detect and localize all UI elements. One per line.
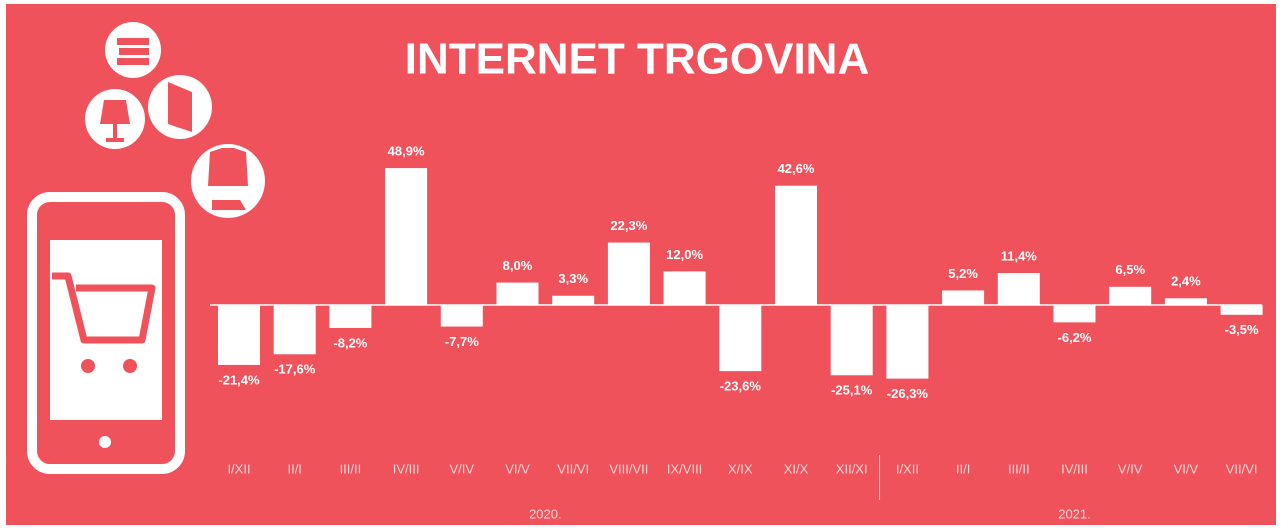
x-tick-label: XII/XI [836, 461, 868, 476]
value-label: 42,6% [778, 161, 815, 176]
value-label: -25,1% [831, 383, 873, 398]
chart: INTERNET TRGOVINA -21,4% I/XII -17,6% II/I -… [0, 0, 1281, 529]
bar [664, 271, 706, 305]
x-tick-label: VII/VI [557, 461, 589, 476]
x-tick-label: III/II [1008, 461, 1030, 476]
value-label: -6,2% [1058, 330, 1092, 345]
value-label: -3,5% [1225, 322, 1259, 337]
bar [1165, 298, 1207, 305]
x-tick-label: III/II [340, 461, 362, 476]
bar [497, 283, 539, 305]
bar [274, 305, 316, 354]
x-tick-label: II/I [956, 461, 970, 476]
bar [552, 296, 594, 305]
x-tick-label: I/XII [227, 461, 250, 476]
bar [775, 186, 817, 305]
x-tick-label: VI/V [1174, 461, 1199, 476]
bar [608, 243, 650, 305]
value-label: -17,6% [274, 362, 316, 377]
x-tick-label: IV/III [1061, 461, 1088, 476]
value-label: -7,7% [445, 334, 479, 349]
bar [385, 168, 427, 305]
value-label: 8,0% [503, 258, 533, 273]
chart-title: INTERNET TRGOVINA [405, 35, 869, 84]
bar [719, 305, 761, 371]
value-label: 22,3% [610, 218, 647, 233]
bar [329, 305, 371, 328]
group-label: 2021. [1058, 506, 1091, 521]
x-tick-label: XI/X [784, 461, 809, 476]
value-label: -23,6% [720, 379, 762, 394]
bar [942, 290, 984, 305]
value-label: -26,3% [887, 386, 929, 401]
bar [1054, 305, 1096, 322]
x-tick-label: II/I [287, 461, 301, 476]
bar [1109, 287, 1151, 305]
bar [886, 305, 928, 379]
bar [218, 305, 260, 365]
x-tick-label: V/IV [450, 461, 475, 476]
x-tick-label: I/XII [896, 461, 919, 476]
bar [441, 305, 483, 327]
value-label: 6,5% [1115, 262, 1145, 277]
value-label: 48,9% [388, 144, 425, 159]
bar [998, 273, 1040, 305]
x-tick-label: VIII/VII [609, 461, 648, 476]
x-tick-label: VI/V [505, 461, 530, 476]
x-tick-label: IX/VIII [667, 461, 702, 476]
value-label: 3,3% [558, 271, 588, 286]
bar [831, 305, 873, 375]
x-tick-label: IV/III [393, 461, 420, 476]
x-tick-label: VII/VI [1226, 461, 1258, 476]
value-label: 5,2% [948, 266, 978, 281]
value-label: 2,4% [1171, 274, 1201, 289]
x-tick-label: X/IX [728, 461, 753, 476]
value-label: 12,0% [666, 247, 703, 262]
value-label: -21,4% [218, 372, 260, 387]
group-label: 2020. [529, 506, 562, 521]
bar [1221, 305, 1263, 315]
value-label: 11,4% [1001, 249, 1038, 264]
x-tick-label: V/IV [1118, 461, 1143, 476]
value-label: -8,2% [333, 335, 367, 350]
